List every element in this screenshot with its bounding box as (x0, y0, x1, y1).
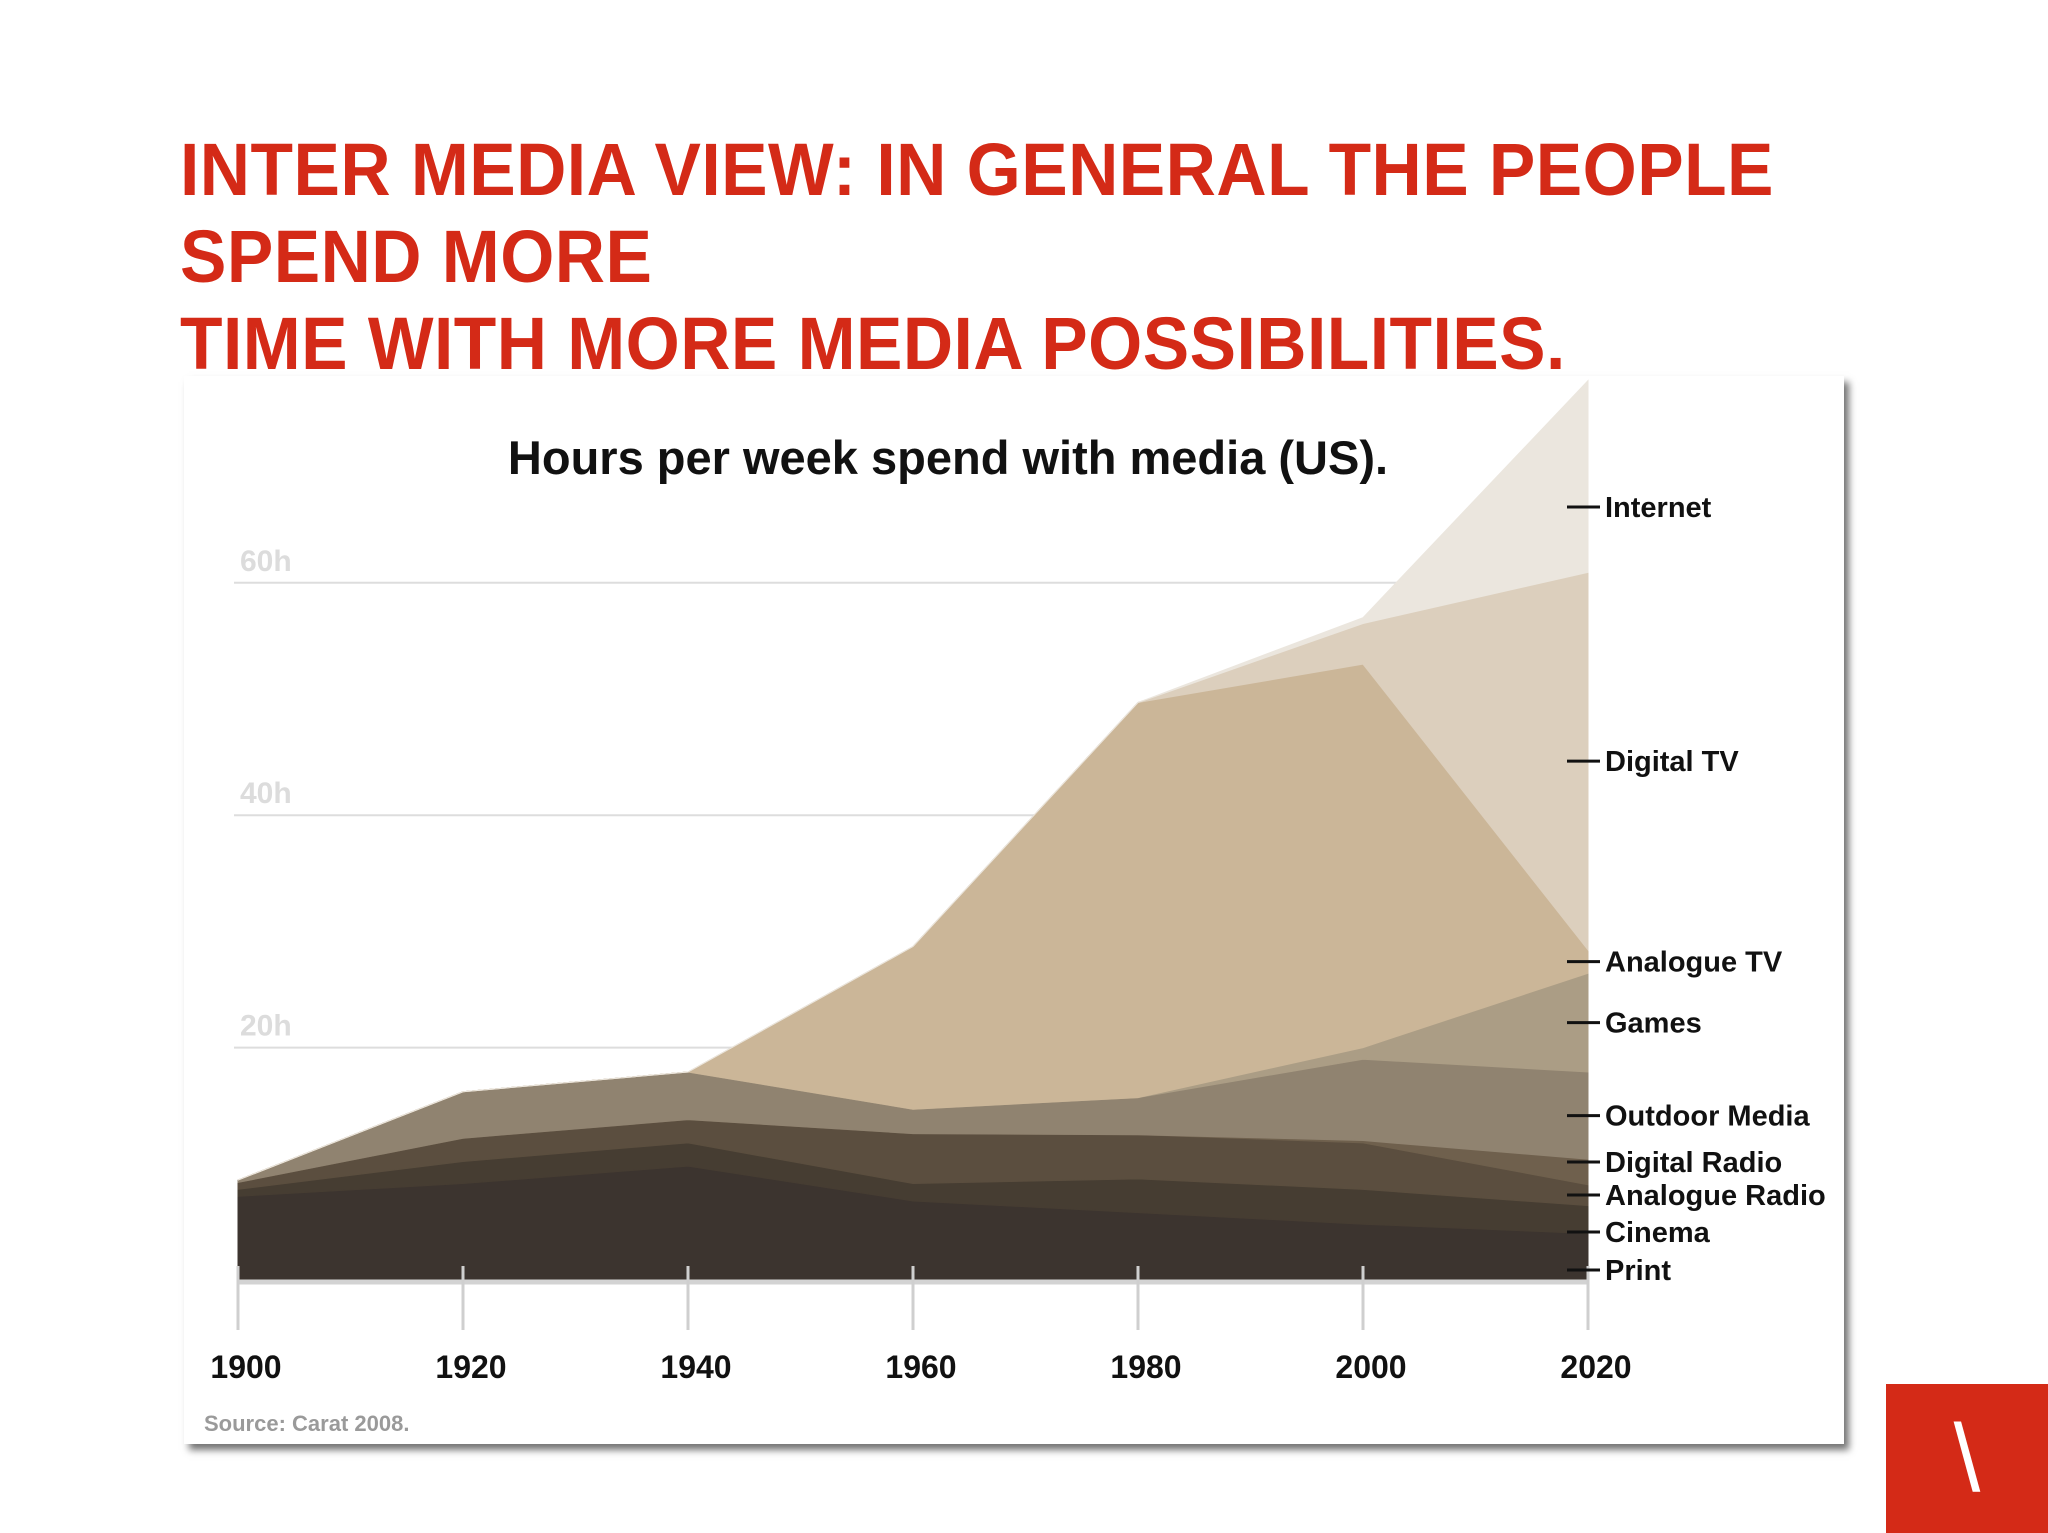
legend-layer: Internet Digital TV Analogue TV Games Outdoo… (1567, 492, 1826, 1287)
area-internet (237, 379, 1589, 1181)
y-tick-label: 60h (240, 545, 292, 578)
x-tick-label: 1940 (660, 1349, 731, 1385)
y-tick-label: 20h (240, 1010, 292, 1043)
axis-layer: 1900 1920 1940 1960 1980 2000 2020 (210, 1266, 1632, 1385)
x-tick-label: 1900 (210, 1349, 281, 1385)
slide-title-line1: INTER MEDIA VIEW: IN GENERAL THE PEOPLE … (180, 128, 1774, 298)
legend-label-cinema: Cinema (1605, 1217, 1711, 1249)
legend-label-internet: Internet (1605, 492, 1712, 524)
x-tick-label: 2020 (1560, 1349, 1631, 1385)
y-tick-label: 40h (240, 777, 292, 810)
legend-label-analogue-tv: Analogue TV (1605, 947, 1783, 979)
slide-title: INTER MEDIA VIEW: IN GENERAL THE PEOPLE … (180, 126, 1891, 387)
area-layer (237, 379, 1589, 1281)
slide-title-line2: TIME WITH MORE MEDIA POSSIBILITIES. (180, 302, 1566, 385)
chart-source: Source: Carat 2008. (204, 1411, 409, 1436)
legend-label-analogue-radio: Analogue Radio (1605, 1180, 1826, 1212)
x-tick-label: 1980 (1110, 1349, 1181, 1385)
legend-label-digital-tv: Digital TV (1605, 746, 1739, 778)
logo-slash: \ (1953, 1405, 1981, 1512)
x-tick-label: 1960 (885, 1349, 956, 1385)
x-tick-label: 2000 (1335, 1349, 1406, 1385)
legend-label-games: Games (1605, 1008, 1702, 1040)
legend-label-digital-radio: Digital Radio (1605, 1147, 1782, 1179)
corner-logo: \ (1886, 1384, 2048, 1533)
legend-label-print: Print (1605, 1255, 1671, 1287)
x-tick-label: 1920 (435, 1349, 506, 1385)
legend-label-outdoor-media: Outdoor Media (1605, 1101, 1810, 1133)
chart-title: Hours per week spend with media (US). (508, 431, 1388, 484)
